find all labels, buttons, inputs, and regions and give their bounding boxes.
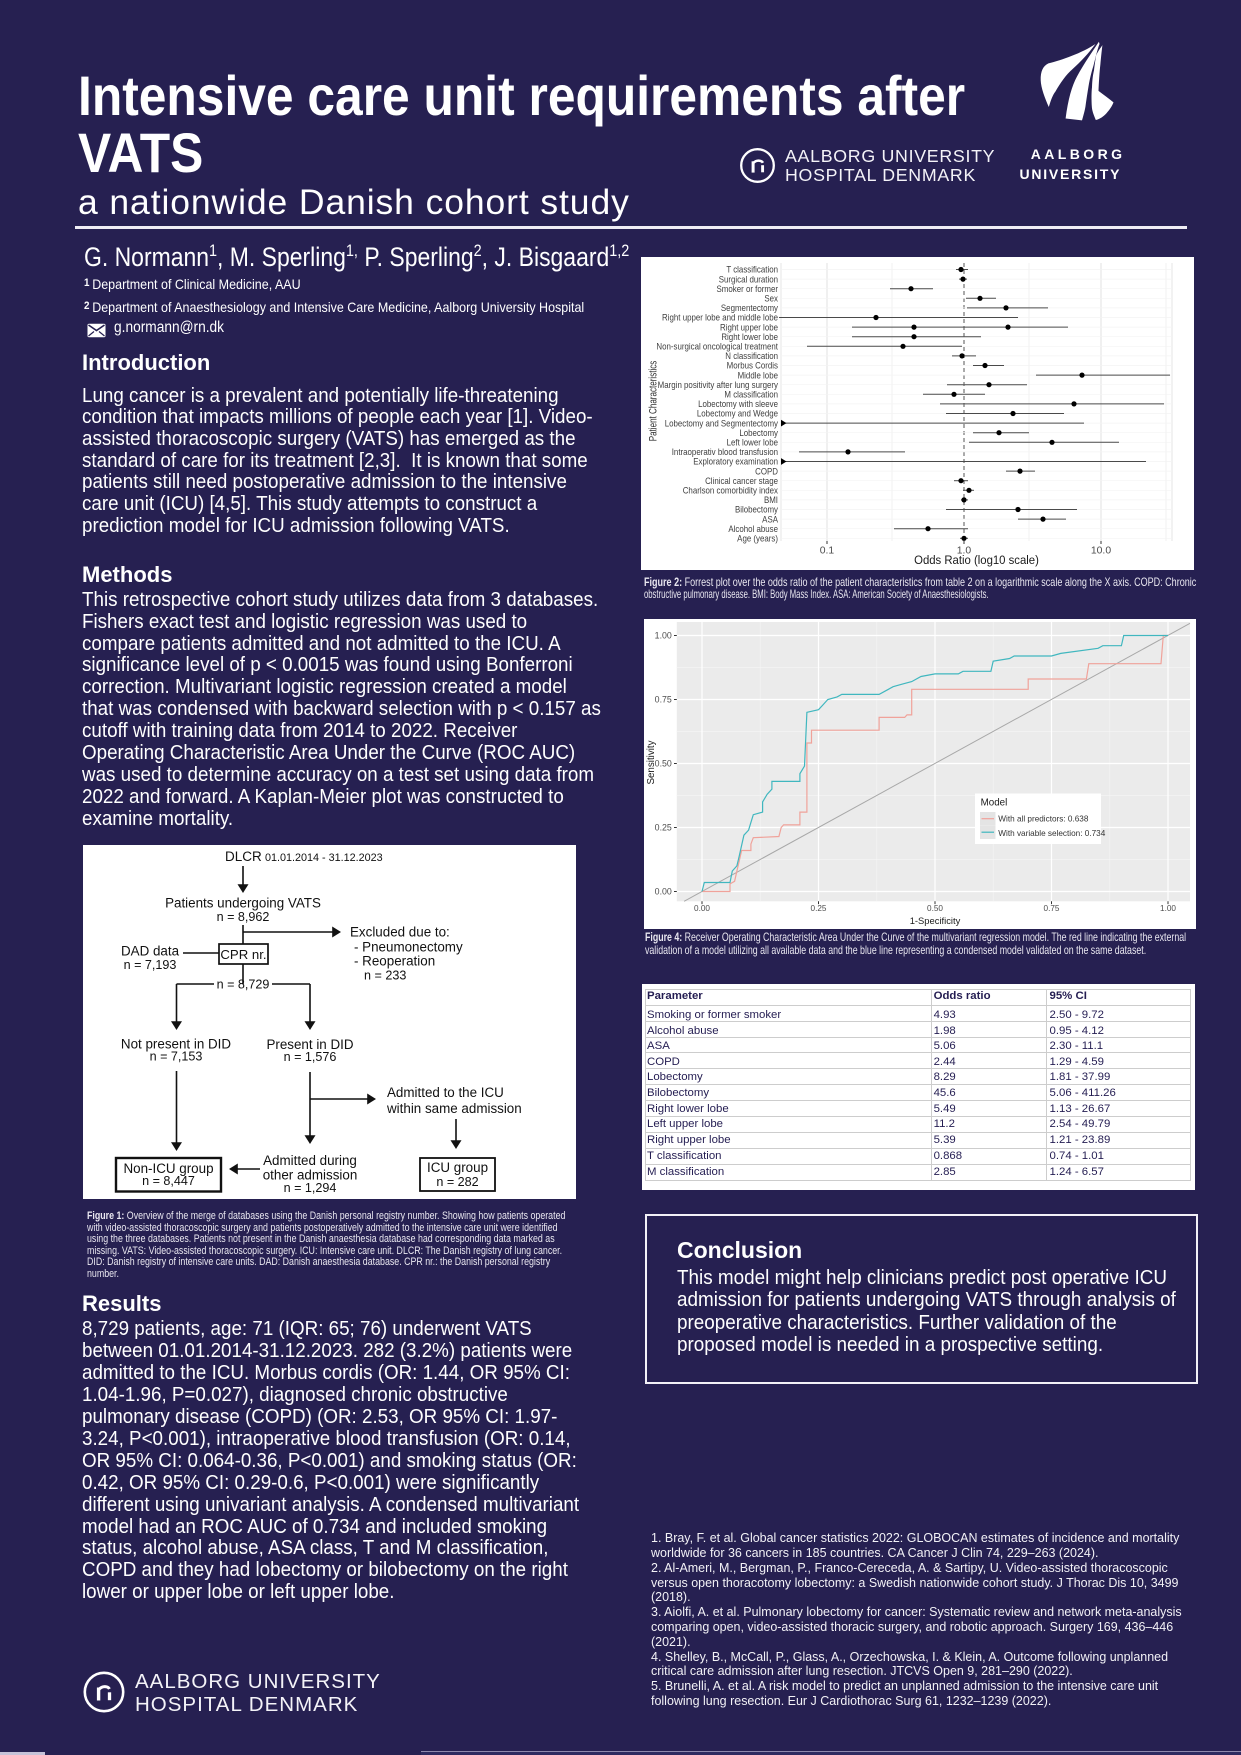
svg-text:Surgical duration: Surgical duration — [719, 274, 778, 285]
svg-text:01.01.2014 - 31.12.2023: 01.01.2014 - 31.12.2023 — [265, 852, 383, 864]
svg-text:Model: Model — [981, 798, 1008, 809]
svg-text:Lobectomy: Lobectomy — [739, 427, 778, 438]
svg-text:Not present in DID: Not present in DID — [121, 1036, 231, 1051]
svg-text:T classification: T classification — [726, 264, 778, 275]
svg-text:BMI: BMI — [764, 494, 778, 505]
svg-text:0.75: 0.75 — [1044, 904, 1060, 913]
svg-text:1.00: 1.00 — [1160, 904, 1176, 913]
svg-text:With all predictors: 0.638: With all predictors: 0.638 — [998, 815, 1089, 824]
svg-text:Admitted during: Admitted during — [263, 1153, 357, 1168]
svg-text:Admitted to the ICU: Admitted to the ICU — [387, 1085, 504, 1100]
svg-text:n = 7,153: n = 7,153 — [150, 1049, 203, 1063]
svg-text:Sex: Sex — [764, 293, 778, 304]
svg-text:0.25: 0.25 — [655, 823, 672, 833]
svg-text:M classification: M classification — [724, 389, 778, 400]
svg-text:Intraoperativ blood transfusio: Intraoperativ blood transfusion — [672, 446, 778, 457]
svg-text:n = 7,193: n = 7,193 — [124, 958, 177, 972]
svg-text:Middle lobe: Middle lobe — [738, 370, 779, 381]
svg-text:ICU group: ICU group — [427, 1160, 488, 1175]
svg-text:Lobectomy and Wedge: Lobectomy and Wedge — [697, 408, 778, 419]
svg-text:Patient Characteristics: Patient Characteristics — [647, 361, 660, 442]
svg-text:0.50: 0.50 — [655, 759, 672, 769]
svg-text:Patients undergoing VATS: Patients undergoing VATS — [165, 896, 321, 911]
svg-text:- Pneumonectomy: - Pneumonectomy — [354, 939, 463, 954]
svg-text:CPR nr.: CPR nr. — [220, 947, 266, 962]
svg-text:10.0: 10.0 — [1091, 546, 1111, 557]
svg-text:within same admission: within same admission — [386, 1101, 522, 1116]
svg-text:n = 8,729: n = 8,729 — [217, 977, 270, 991]
svg-text:Right upper lobe and middle lo: Right upper lobe and middle lobe — [662, 312, 778, 323]
svg-text:n = 8,447: n = 8,447 — [142, 1174, 195, 1188]
svg-text:Bilobectomy: Bilobectomy — [735, 504, 779, 515]
svg-text:- Reoperation: - Reoperation — [354, 954, 435, 969]
svg-text:n = 1,294: n = 1,294 — [284, 1181, 337, 1195]
svg-text:0.1: 0.1 — [820, 546, 835, 557]
svg-text:DLCR: DLCR — [225, 849, 262, 864]
svg-text:Non-ICU group: Non-ICU group — [123, 1161, 213, 1176]
svg-text:Exploratory examination: Exploratory examination — [693, 456, 778, 467]
svg-text:DAD data: DAD data — [121, 944, 180, 959]
svg-text:Present in DID: Present in DID — [266, 1037, 353, 1052]
svg-text:Excluded due to:: Excluded due to: — [350, 924, 450, 939]
svg-text:Lobectomy with sleeve: Lobectomy with sleeve — [698, 398, 778, 409]
svg-text:COPD: COPD — [755, 466, 778, 477]
svg-text:Charlson comorbidity index: Charlson comorbidity index — [683, 485, 779, 496]
svg-text:0.00: 0.00 — [694, 904, 710, 913]
svg-text:0.75: 0.75 — [655, 695, 672, 705]
svg-text:N classification: N classification — [725, 350, 778, 361]
svg-text:Alcohol abuse: Alcohol abuse — [728, 523, 778, 534]
svg-text:0.25: 0.25 — [811, 904, 827, 913]
svg-text:Age (years): Age (years) — [737, 533, 778, 544]
svg-text:0.00: 0.00 — [655, 887, 672, 897]
svg-text:Segmentectomy: Segmentectomy — [721, 302, 779, 313]
svg-text:With variable selection: 0.734: With variable selection: 0.734 — [998, 829, 1105, 838]
svg-text:Clinical cancer stage: Clinical cancer stage — [705, 475, 778, 486]
svg-text:1.0: 1.0 — [957, 546, 972, 557]
svg-text:n = 8,962: n = 8,962 — [217, 910, 270, 924]
svg-text:Non-surgical oncological treat: Non-surgical oncological treatment — [656, 341, 778, 352]
svg-text:1.00: 1.00 — [655, 631, 672, 641]
svg-text:Sensitivity: Sensitivity — [646, 740, 657, 784]
svg-text:n = 1,576: n = 1,576 — [284, 1050, 337, 1064]
svg-text:Lobectomy and Segmentectomy: Lobectomy and Segmentectomy — [665, 418, 779, 429]
svg-text:Odds Ratio (log10 scale): Odds Ratio (log10 scale) — [914, 554, 1039, 567]
svg-text:n = 282: n = 282 — [436, 1175, 478, 1189]
svg-text:Left lower lobe: Left lower lobe — [727, 437, 779, 448]
svg-text:Morbus Cordis: Morbus Cordis — [727, 360, 778, 371]
svg-text:1-Specificity: 1-Specificity — [910, 915, 961, 926]
svg-text:ASA: ASA — [762, 514, 778, 525]
svg-text:Margin positivity after lung s: Margin positivity after lung surgery — [658, 379, 779, 390]
svg-text:0.50: 0.50 — [927, 904, 943, 913]
svg-text:other admission: other admission — [263, 1168, 358, 1183]
svg-text:n = 233: n = 233 — [364, 969, 406, 983]
svg-text:Smoker or former: Smoker or former — [717, 283, 779, 294]
svg-text:Right lower lobe: Right lower lobe — [721, 331, 778, 342]
svg-text:Right upper lobe: Right upper lobe — [720, 322, 778, 333]
